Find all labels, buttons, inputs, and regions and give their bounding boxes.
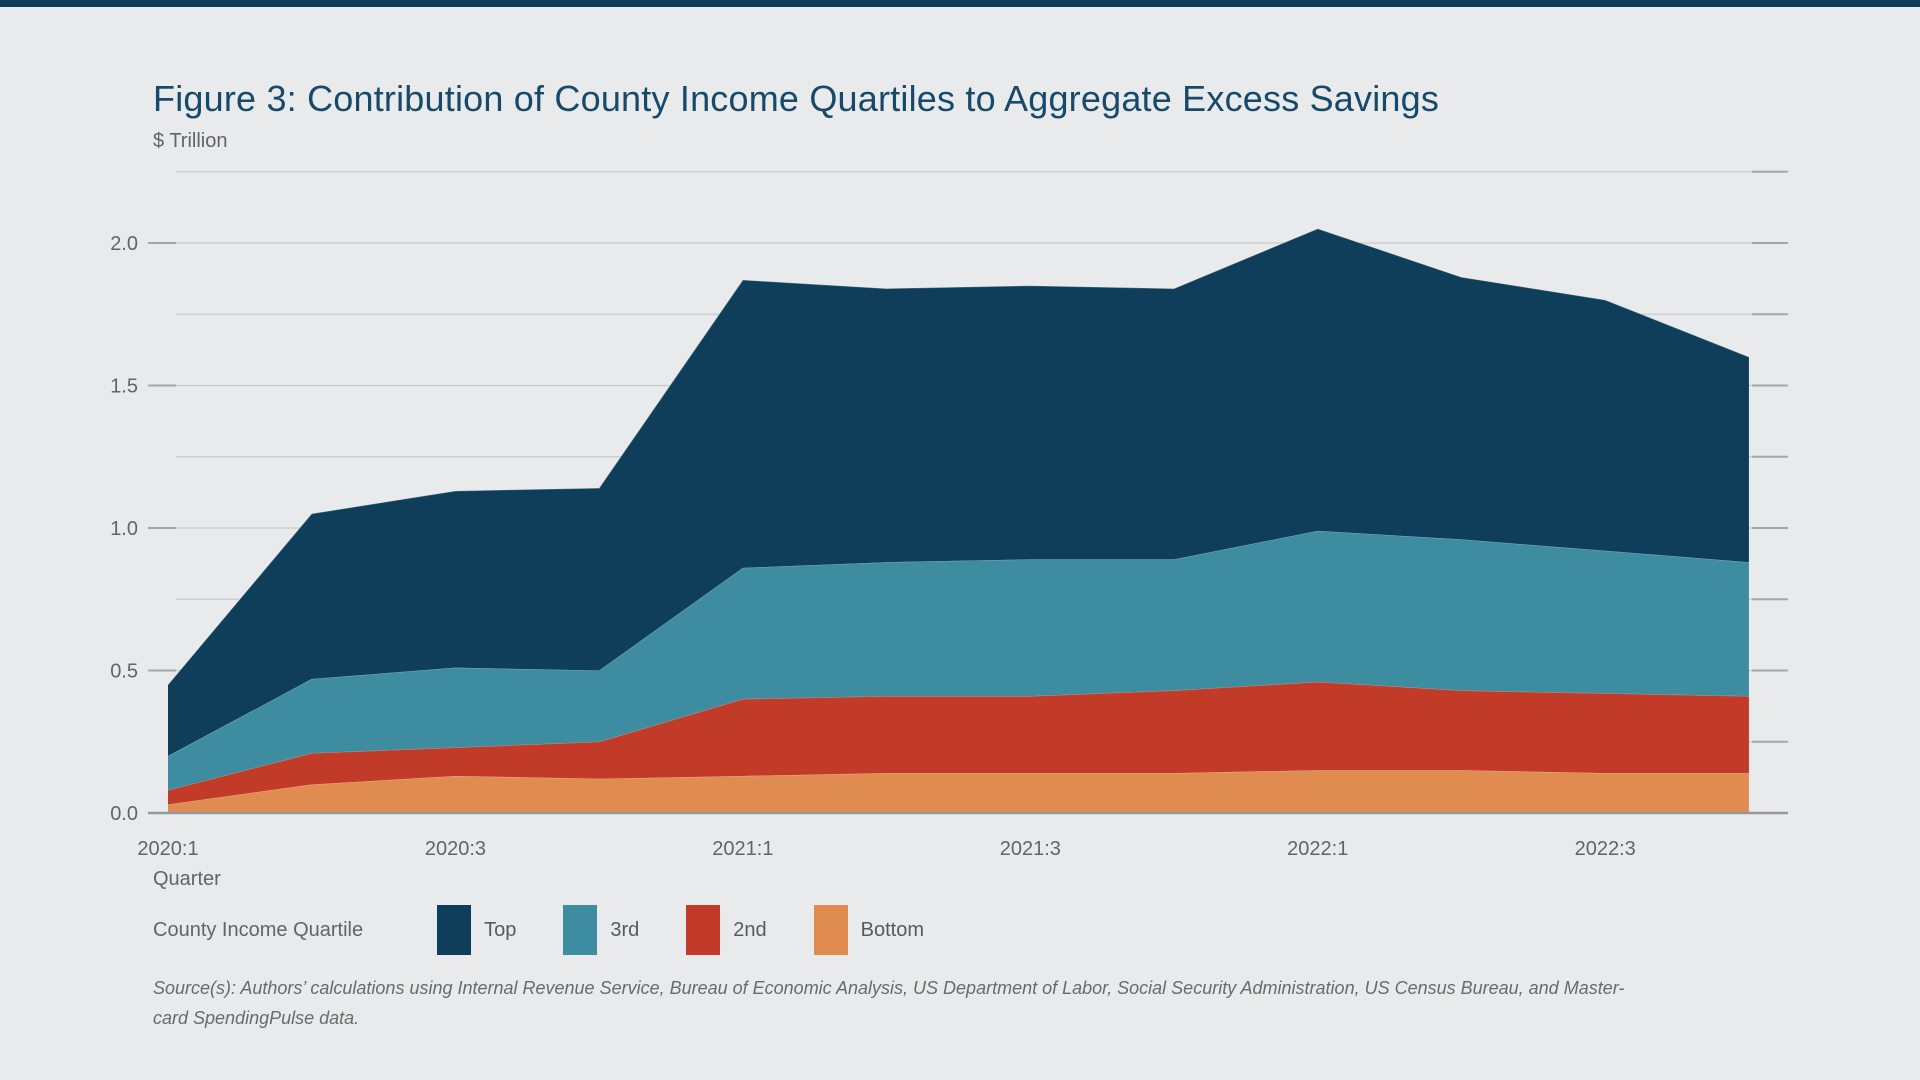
legend-item-2nd: 2nd (686, 905, 767, 955)
x-tick-label: 2022:1 (1287, 838, 1348, 860)
legend-title: County Income Quartile (153, 918, 364, 941)
legend-items: Top 3rd 2nd Bottom (437, 905, 971, 955)
x-axis-title: Quarter (153, 868, 221, 890)
legend-label-2nd: 2nd (733, 918, 767, 941)
y-axis-unit-label: $ Trillion (153, 130, 228, 152)
y-axis-right-ticks (1752, 170, 1788, 743)
x-tick-label: 2020:1 (137, 838, 198, 860)
area-band-bottom (168, 770, 1749, 813)
y-tick-label: 0.5 (110, 661, 138, 683)
y-tick-label: 1.5 (110, 376, 138, 398)
area-band-2nd (168, 681, 1749, 805)
y-tick-label: 2.0 (110, 233, 138, 255)
y-tick-label: 0.0 (110, 803, 138, 825)
legend-swatch-2nd (686, 905, 721, 955)
legend-item-top: Top (437, 905, 516, 955)
x-tick-label: 2022:3 (1575, 838, 1636, 860)
legend-swatch-3rd (563, 905, 598, 955)
stacked-area-bands (167, 228, 1750, 813)
source-note-line-2: card SpendingPulse data. (153, 1007, 360, 1028)
x-tick-label: 2021:1 (712, 838, 773, 860)
source-note-line-1: Source(s): Authors’ calculations using I… (153, 978, 1625, 998)
legend-swatch-bottom (813, 905, 848, 955)
figure-title: Figure 3: Contribution of County Income … (153, 78, 1440, 120)
x-tick-labels: 2020:1 2020:3 2021:1 2021:3 2022:1 2022:3 (137, 838, 1635, 860)
legend: County Income Quartile Top 3rd 2nd Bottom (153, 903, 1753, 957)
legend-label-top: Top (484, 918, 517, 941)
x-tick-label: 2021:3 (1000, 838, 1061, 860)
y-tick-labels: 0.0 0.5 1.0 1.5 2.0 (110, 233, 138, 825)
y-axis-left-ticks (148, 242, 176, 672)
area-band-3rd (168, 530, 1749, 791)
x-tick-label: 2020:3 (425, 838, 486, 860)
legend-swatch-top (437, 905, 472, 955)
legend-label-bottom: Bottom (860, 918, 924, 941)
legend-label-3rd: 3rd (610, 918, 640, 941)
legend-item-bottom: Bottom (813, 905, 924, 955)
top-accent-bar (0, 0, 1920, 7)
y-tick-label: 1.0 (110, 518, 138, 540)
source-note: Source(s): Authors’ calculations using I… (153, 974, 1813, 1033)
legend-item-3rd: 3rd (563, 905, 639, 955)
area-band-top (168, 228, 1749, 756)
